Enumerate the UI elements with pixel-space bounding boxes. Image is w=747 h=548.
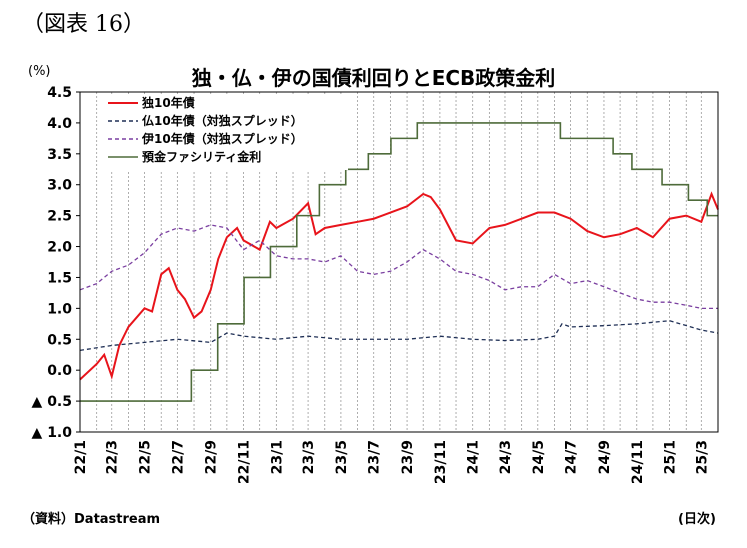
y-tick-label: 3.5 [47, 147, 72, 163]
x-tick-label: 22/1 [73, 440, 89, 474]
series-line-2 [79, 224, 718, 310]
x-tick-label: 23/9 [400, 440, 416, 474]
x-tick-label: 24/7 [564, 440, 580, 474]
series-line-1 [79, 320, 719, 352]
legend-label: 独10年債 [141, 95, 195, 110]
x-tick-label: 24/3 [498, 440, 514, 474]
y-tick-label: ▲ 1.0 [32, 425, 73, 441]
x-tick-label: 24/5 [531, 440, 547, 474]
legend-label: 伊10年債（対独スプレッド） [141, 131, 303, 146]
y-tick-label: 4.5 [47, 85, 72, 101]
legend-label: 預金ファシリティ金利 [142, 149, 261, 164]
y-tick-label: 2.5 [47, 209, 72, 225]
x-tick-label: 24/11 [630, 440, 646, 484]
figure-label: （図表 16） [22, 12, 145, 37]
y-tick-label: 0.0 [47, 363, 72, 379]
x-axis-unit: (日次) [678, 512, 716, 527]
x-tick-label: 23/1 [269, 440, 285, 474]
x-tick-label: 22/9 [204, 440, 220, 474]
series-lines [79, 122, 719, 402]
y-tick-label: 2.0 [47, 240, 72, 256]
x-tick-label: 23/5 [334, 440, 350, 474]
x-tick-label: 22/3 [105, 440, 121, 474]
series-line-3 [80, 122, 718, 402]
legend-label: 仏10年債（対独スプレッド） [142, 113, 303, 128]
y-tick-label: 4.0 [47, 116, 72, 132]
x-tick-label: 22/11 [237, 440, 253, 484]
source-note: （資料）Datastream [22, 512, 161, 527]
x-tick-label: 25/1 [663, 440, 679, 474]
x-tick-label: 23/3 [301, 440, 317, 474]
y-tick-label: 1.5 [47, 270, 72, 286]
plot-frame [79, 91, 719, 433]
x-tick-label: 23/7 [367, 440, 383, 474]
y-tick-label: ▲ 0.5 [32, 394, 72, 410]
x-tick-label: 22/7 [170, 440, 186, 474]
x-tick-label: 22/5 [138, 440, 154, 474]
x-axis-ticks: 22/1 22/3 22/5 22/7 22/9 22/11 23/1 23/3 23/5 23/… [73, 440, 710, 484]
chart-title: 独・仏・伊の国債利回りとECB政策金利 [191, 66, 556, 90]
x-tick-label: 23/11 [433, 440, 449, 484]
y-tick-label: 1.0 [47, 301, 72, 317]
series-line-0 [79, 191, 719, 381]
x-tick-label: 24/1 [466, 440, 482, 474]
legend-background [98, 94, 348, 170]
y-axis-unit: (%) [28, 64, 51, 79]
y-tick-label: 0.5 [47, 332, 72, 348]
x-tick-label: 24/9 [597, 440, 613, 474]
y-tick-label: 3.0 [47, 178, 72, 194]
x-tick-label: 25/3 [694, 440, 710, 474]
y-axis-ticks: 4.5 4.0 3.5 3.0 2.5 2.0 1.5 1.0 0.5 0.0 ▲ 0.5 ▲ 1.0 [32, 85, 80, 441]
